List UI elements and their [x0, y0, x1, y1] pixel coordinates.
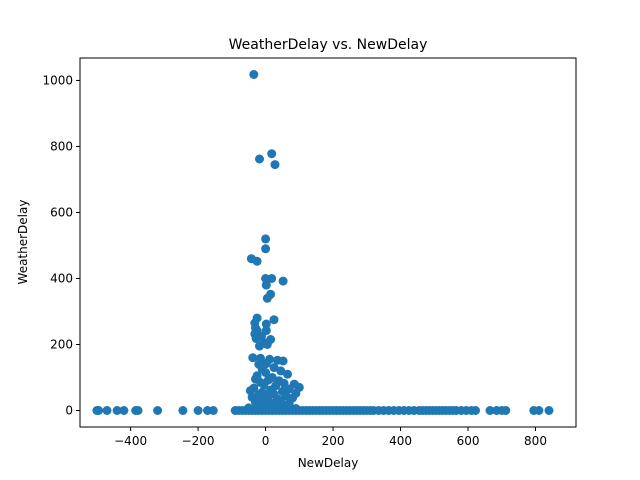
- data-point: [261, 368, 271, 377]
- y-tick-label: 400: [50, 271, 73, 285]
- data-point: [269, 315, 279, 325]
- x-axis-title: NewDelay: [298, 456, 359, 470]
- x-tick-label: 800: [524, 434, 547, 448]
- x-tick-label: −400: [114, 434, 147, 448]
- data-point: [119, 406, 129, 415]
- data-point: [283, 369, 292, 379]
- y-axis-title: WeatherDelay: [16, 200, 30, 285]
- data-point: [208, 406, 218, 415]
- data-point: [251, 334, 261, 343]
- data-point: [267, 274, 277, 283]
- y-axis: 0 200 400 600 800 1000: [42, 73, 80, 417]
- y-tick-label: 800: [50, 139, 73, 153]
- data-point: [112, 406, 122, 415]
- data-point: [261, 280, 271, 290]
- y-tick-label: 0: [65, 403, 73, 417]
- plot-frame: [79, 57, 577, 428]
- data-point: [501, 406, 511, 415]
- data-point: [153, 406, 163, 415]
- data-point: [278, 276, 288, 286]
- data-point: [471, 406, 480, 415]
- data-point: [261, 244, 271, 254]
- data-point: [193, 406, 203, 415]
- x-tick-label: 200: [322, 434, 345, 448]
- data-point: [249, 70, 259, 79]
- data-point: [102, 406, 112, 415]
- data-point: [262, 340, 272, 349]
- data-point: [261, 234, 271, 244]
- x-tick-label: 400: [389, 434, 412, 448]
- y-tick-label: 1000: [42, 73, 73, 87]
- data-point: [255, 154, 264, 164]
- data-point: [278, 356, 288, 366]
- x-tick-label: −200: [182, 434, 215, 448]
- data-point: [178, 406, 188, 415]
- data-point: [485, 406, 495, 415]
- data-point: [261, 319, 271, 329]
- data-point: [276, 366, 286, 376]
- data-point: [255, 341, 264, 351]
- data-point: [534, 406, 544, 415]
- data-point: [267, 149, 277, 159]
- data-point: [269, 363, 279, 373]
- x-tick-label: 0: [262, 434, 270, 448]
- data-point: [248, 353, 258, 363]
- data-points: [92, 70, 554, 415]
- data-point: [270, 160, 280, 170]
- chart-title: WeatherDelay vs. NewDelay: [229, 37, 428, 53]
- data-point: [94, 406, 104, 415]
- data-point: [133, 406, 143, 415]
- data-point: [259, 380, 269, 390]
- data-point: [252, 256, 262, 266]
- x-tick-label: 600: [457, 434, 480, 448]
- data-point: [544, 406, 554, 415]
- y-tick-label: 600: [50, 205, 73, 219]
- x-axis: −400 −200 0 200 400 600 800: [114, 427, 547, 448]
- data-point: [262, 293, 272, 303]
- y-tick-label: 200: [50, 337, 73, 351]
